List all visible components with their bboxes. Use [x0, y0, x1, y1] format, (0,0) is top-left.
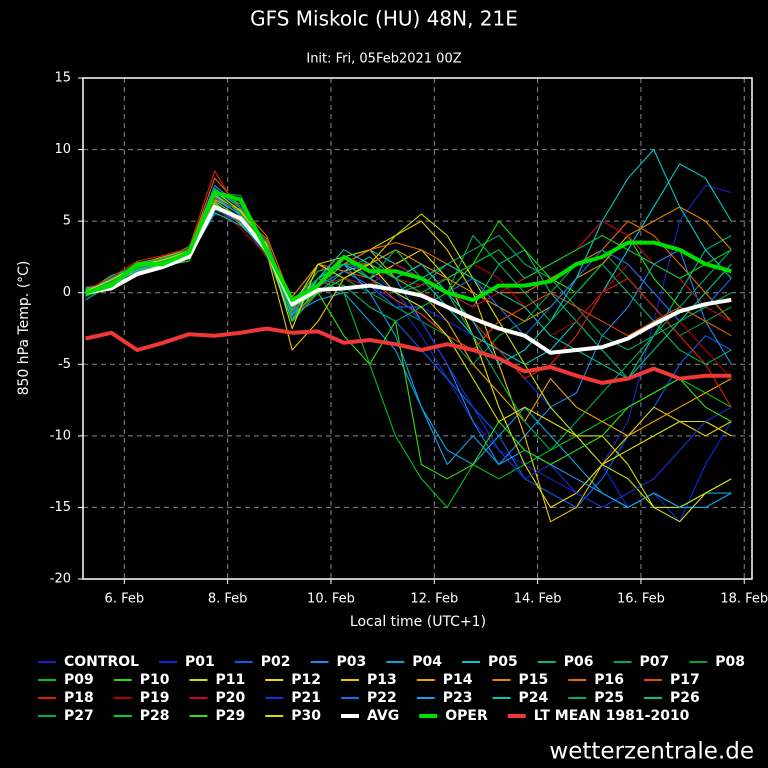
legend-label: P23 — [443, 690, 473, 706]
legend-label: P12 — [291, 672, 321, 688]
chart-title: GFS Miskolc (HU) 48N, 21E — [250, 7, 518, 31]
x-tick-label: 14. Feb — [514, 592, 562, 607]
legend-label: AVG — [367, 708, 399, 724]
legend-label: P19 — [140, 690, 170, 706]
legend-label: P13 — [367, 672, 397, 688]
legend-label: P07 — [640, 654, 670, 670]
x-axis-label: Local time (UTC+1) — [350, 614, 486, 630]
chart-subtitle: Init: Fri, 05Feb2021 00Z — [306, 52, 461, 67]
legend-label: P01 — [185, 654, 215, 670]
x-tick-label: 18. Feb — [720, 592, 768, 607]
legend: CONTROL P01 P02 P03 P04 P05 P06 P07 P08 P09 P10 P11… — [38, 654, 745, 724]
legend-label: P16 — [594, 672, 624, 688]
legend-label: P28 — [140, 708, 170, 724]
legend-label: P29 — [216, 708, 246, 724]
series-line — [85, 189, 732, 508]
legend-label: P20 — [216, 690, 246, 706]
y-tick-label: 15 — [54, 71, 71, 86]
series-line — [85, 204, 732, 355]
y-tick-label: 0 — [63, 285, 71, 300]
legend-label: P27 — [64, 708, 94, 724]
x-tick-label: 8. Feb — [208, 592, 248, 607]
plot-frame — [82, 77, 753, 580]
y-tick-label: -10 — [50, 428, 71, 443]
y-tick-label: -15 — [50, 500, 71, 515]
y-tick-label: -20 — [50, 572, 71, 587]
legend-label: CONTROL — [64, 654, 139, 670]
legend-label: P08 — [715, 654, 745, 670]
x-tick-label: 12. Feb — [410, 592, 458, 607]
legend-label: P25 — [594, 690, 624, 706]
legend-label: P18 — [64, 690, 94, 706]
legend-label: P03 — [337, 654, 367, 670]
watermark: wetterzentrale.de — [549, 739, 754, 765]
legend-label: LT MEAN 1981-2010 — [534, 708, 690, 724]
series-line — [85, 326, 732, 385]
legend-label: P10 — [140, 672, 170, 688]
legend-label: P26 — [670, 690, 700, 706]
legend-label: P21 — [291, 690, 321, 706]
legend-label: P30 — [291, 708, 321, 724]
legend-label: P24 — [519, 690, 549, 706]
y-axis-label: 850 hPa Temp. (°C) — [16, 261, 32, 396]
y-tick-label: 5 — [63, 214, 71, 229]
legend-label: P15 — [519, 672, 549, 688]
legend-label: P09 — [64, 672, 94, 688]
legend-label: P14 — [443, 672, 473, 688]
legend-label: OPER — [445, 708, 488, 724]
y-tick-label: -5 — [58, 357, 71, 372]
legend-label: P22 — [367, 690, 397, 706]
x-tick-label: 6. Feb — [105, 592, 145, 607]
legend-label: P02 — [261, 654, 291, 670]
legend-label: P05 — [488, 654, 518, 670]
legend-label: P17 — [670, 672, 700, 688]
plot-lines — [85, 149, 732, 523]
x-tick-label: 10. Feb — [307, 592, 355, 607]
series-line — [85, 190, 732, 302]
legend-label: P06 — [564, 654, 594, 670]
legend-label: P04 — [412, 654, 442, 670]
y-tick-label: 10 — [54, 142, 71, 157]
legend-label: P11 — [216, 672, 246, 688]
x-tick-label: 16. Feb — [617, 592, 665, 607]
